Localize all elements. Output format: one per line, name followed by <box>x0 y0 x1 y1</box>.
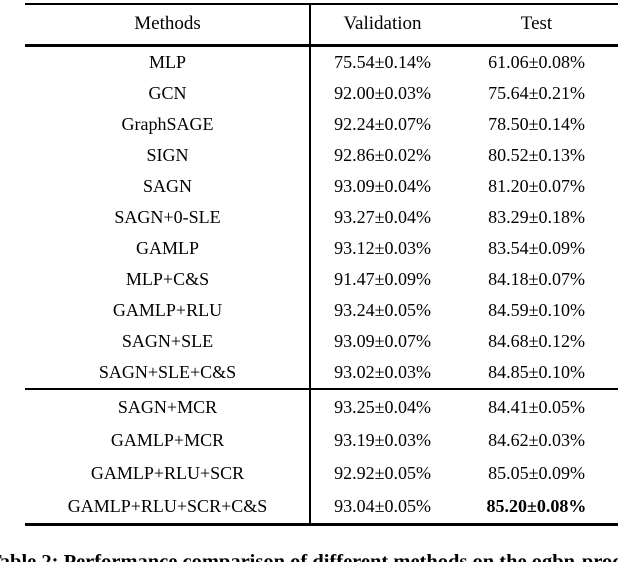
method-cell: SAGN+MCR <box>117 397 218 417</box>
test-cell: 78.50±0.14% <box>488 114 585 134</box>
test-cell: 84.62±0.03% <box>488 430 585 450</box>
method-cell: GAMLP+RLU+SCR+C&S <box>67 496 268 516</box>
test-cell: 84.68±0.12% <box>488 331 585 351</box>
method-cell: SAGN <box>142 176 192 196</box>
test-cell: 85.05±0.09% <box>488 463 585 483</box>
table-top-rule <box>25 3 618 5</box>
test-cell: 84.41±0.05% <box>488 397 585 417</box>
test-cell: 80.52±0.13% <box>488 145 585 165</box>
method-cell: MLP+C&S <box>125 269 210 289</box>
table-row: SAGN+SLE+C&S 93.02±0.03% 84.85±0.10% <box>25 357 618 388</box>
validation-cell: 93.12±0.03% <box>334 238 431 258</box>
method-cell: SIGN <box>146 145 189 165</box>
method-cell: GCN <box>148 83 187 103</box>
column-separator-rule <box>309 5 311 523</box>
validation-cell: 92.24±0.07% <box>334 114 431 134</box>
table-row: GAMLP+RLU 93.24±0.05% 84.59±0.10% <box>25 295 618 326</box>
validation-cell: 93.19±0.03% <box>334 430 431 450</box>
header-test: Test <box>520 12 553 34</box>
validation-cell: 92.86±0.02% <box>334 145 431 165</box>
table-row: GAMLP+RLU+SCR 92.92±0.05% 85.05±0.09% <box>25 457 618 490</box>
validation-cell: 91.47±0.09% <box>334 269 431 289</box>
validation-cell: 93.09±0.07% <box>334 331 431 351</box>
header-methods: Methods <box>134 12 201 34</box>
validation-cell: 93.27±0.04% <box>334 207 431 227</box>
table-row: SIGN 92.86±0.02% 80.52±0.13% <box>25 140 618 171</box>
validation-cell: 92.92±0.05% <box>334 463 431 483</box>
table-row: GAMLP+RLU+SCR+C&S 93.04±0.05% 85.20±0.08… <box>25 490 618 523</box>
table-row: SAGN+SLE 93.09±0.07% 84.68±0.12% <box>25 326 618 357</box>
method-cell: SAGN+SLE <box>121 331 214 351</box>
header-validation: Validation <box>343 12 422 34</box>
table-row: MLP+C&S 91.47±0.09% 84.18±0.07% <box>25 264 618 295</box>
validation-cell: 93.24±0.05% <box>334 300 431 320</box>
test-cell: 83.29±0.18% <box>488 207 585 227</box>
test-cell-best-bold: 85.20±0.08% <box>486 496 587 516</box>
table-section-baselines: MLP 75.54±0.14% 61.06±0.08% GCN 92.00±0.… <box>25 47 618 388</box>
method-cell: SAGN+SLE+C&S <box>98 362 237 382</box>
table-mid-rule <box>25 388 618 390</box>
validation-cell: 75.54±0.14% <box>334 52 431 72</box>
table-row: SAGN 93.09±0.04% 81.20±0.07% <box>25 171 618 202</box>
validation-cell: 92.00±0.03% <box>334 83 431 103</box>
table-row: MLP 75.54±0.14% 61.06±0.08% <box>25 47 618 78</box>
method-cell: GAMLP+RLU <box>112 300 223 320</box>
table-row: SAGN+0-SLE 93.27±0.04% 83.29±0.18% <box>25 202 618 233</box>
test-cell: 83.54±0.09% <box>488 238 585 258</box>
table-row: GAMLP 93.12±0.03% 83.54±0.09% <box>25 233 618 264</box>
table-row: SAGN+MCR 93.25±0.04% 84.41±0.05% <box>25 391 618 424</box>
validation-cell: 93.04±0.05% <box>334 496 431 516</box>
table-header-row: Methods Validation Test <box>25 3 618 44</box>
validation-cell: 93.09±0.04% <box>334 176 431 196</box>
test-cell: 81.20±0.07% <box>488 176 585 196</box>
test-cell: 61.06±0.08% <box>488 52 585 72</box>
test-cell: 84.85±0.10% <box>488 362 585 382</box>
table-row: GAMLP+MCR 93.19±0.03% 84.62±0.03% <box>25 424 618 457</box>
test-cell: 84.18±0.07% <box>488 269 585 289</box>
method-cell: MLP <box>148 52 186 72</box>
table-caption-clipped: Table 2: Performance comparison of diffe… <box>0 551 618 562</box>
table-bottom-rule <box>25 523 618 526</box>
validation-cell: 93.02±0.03% <box>334 362 431 382</box>
method-cell: GAMLP+RLU+SCR <box>90 463 245 483</box>
test-cell: 84.59±0.10% <box>488 300 585 320</box>
method-cell: GraphSAGE <box>121 114 214 134</box>
validation-cell: 93.25±0.04% <box>334 397 431 417</box>
table-section-proposed: SAGN+MCR 93.25±0.04% 84.41±0.05% GAMLP+M… <box>25 391 618 523</box>
table-header-rule <box>25 44 618 47</box>
method-cell: GAMLP+MCR <box>110 430 225 450</box>
table-row: GraphSAGE 92.24±0.07% 78.50±0.14% <box>25 109 618 140</box>
method-cell: SAGN+0-SLE <box>114 207 221 227</box>
table-row: GCN 92.00±0.03% 75.64±0.21% <box>25 78 618 109</box>
method-cell: GAMLP <box>135 238 199 258</box>
test-cell: 75.64±0.21% <box>488 83 585 103</box>
